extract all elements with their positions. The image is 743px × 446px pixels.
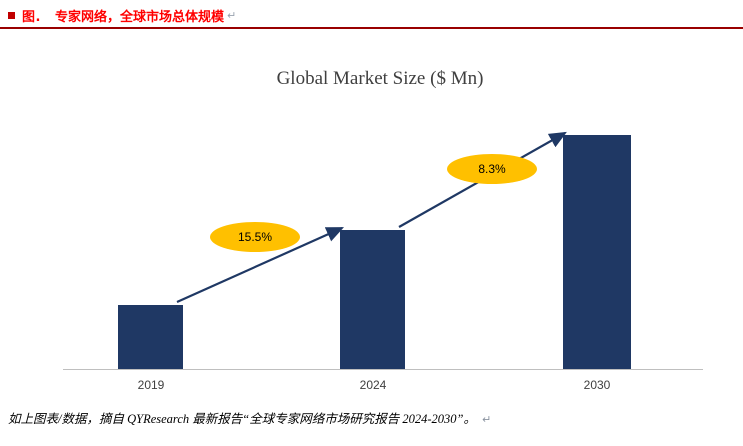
source-note-text: 如上图表/数据，摘自 QYResearch 最新报告“全球专家网络市场研究报告 … [8, 412, 476, 426]
paragraph-mark-icon: ↵ [482, 414, 492, 426]
bar-2024 [340, 230, 405, 370]
bar-2030 [563, 135, 631, 370]
source-note: 如上图表/数据，摘自 QYResearch 最新报告“全球专家网络市场研究报告 … [8, 408, 735, 427]
x-tick-2024: 2024 [359, 378, 387, 392]
x-tick-2030: 2030 [583, 378, 611, 392]
bullet-square-icon [8, 12, 15, 19]
growth-rate-badge-1: 15.5% [210, 222, 300, 252]
bar-chart: Global Market Size ($ Mn) 15.5% 8.3% 201… [55, 60, 705, 405]
figure-title: 专家网络，全球市场总体规模 [54, 10, 224, 25]
paragraph-mark-icon: ↵ [226, 9, 237, 22]
x-tick-2019: 2019 [137, 378, 165, 392]
growth-rate-badge-2: 8.3% [447, 154, 537, 184]
figure-caption: 图. 专家网络，全球市场总体规模 ↵ [8, 6, 735, 25]
x-axis-line [63, 369, 703, 370]
header-divider [0, 27, 743, 29]
chart-title: Global Market Size ($ Mn) [276, 68, 484, 89]
bar-2019 [118, 305, 183, 370]
growth-rate-label: 8.3% [478, 162, 506, 176]
figure-label: 图. [22, 10, 41, 25]
growth-rate-label: 15.5% [237, 230, 273, 244]
